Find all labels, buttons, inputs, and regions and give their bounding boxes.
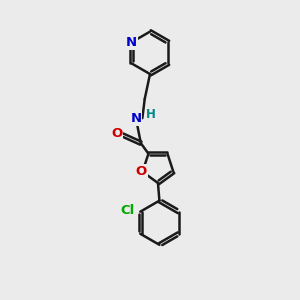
Text: O: O [111,127,122,140]
Text: N: N [126,36,137,49]
Text: N: N [130,112,141,125]
Text: Cl: Cl [121,204,135,217]
Text: H: H [146,108,156,121]
Text: O: O [136,165,147,178]
